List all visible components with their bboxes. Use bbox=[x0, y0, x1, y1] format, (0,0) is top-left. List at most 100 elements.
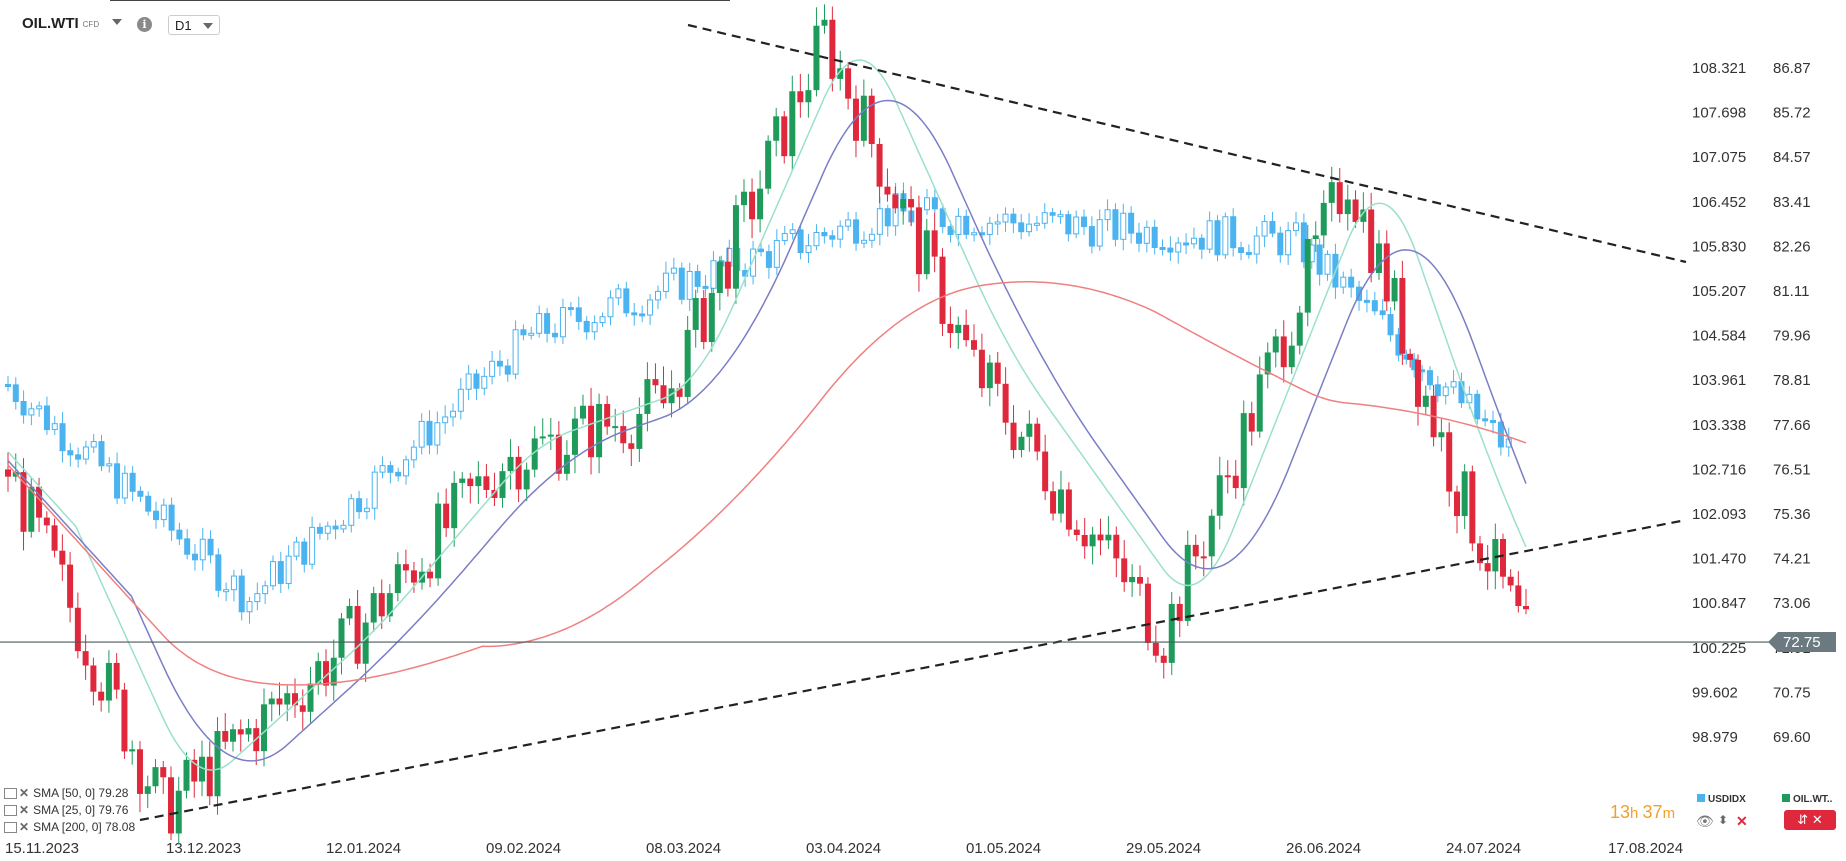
oil-candle bbox=[660, 385, 667, 404]
usdidx-candle bbox=[821, 232, 828, 237]
oil-candle bbox=[652, 379, 659, 386]
info-icon[interactable]: i bbox=[137, 17, 152, 32]
x-tick-label: 03.04.2024 bbox=[806, 840, 881, 857]
usdidx-candle bbox=[1190, 237, 1197, 245]
usdidx-candle bbox=[710, 260, 717, 289]
oil-candle bbox=[515, 456, 522, 490]
usdidx-candle bbox=[449, 410, 456, 418]
oil-candle bbox=[947, 323, 954, 334]
oil-candle bbox=[868, 95, 875, 145]
oil-candle bbox=[90, 665, 97, 692]
oil-candle bbox=[230, 729, 236, 742]
oil-candle bbox=[175, 790, 182, 834]
usdidx-candle bbox=[829, 235, 836, 240]
candle-settings-icon[interactable]: ⇵ bbox=[1797, 812, 1809, 827]
oil-candle bbox=[346, 606, 353, 619]
symbol-label[interactable]: OIL.WTI CFD bbox=[22, 15, 100, 32]
y-tick-label-left: 100.225 bbox=[1692, 640, 1746, 657]
usdidx-candle bbox=[418, 420, 425, 448]
usdidx-legend[interactable]: USDIDX bbox=[1697, 794, 1746, 805]
y-tick-label-left: 102.716 bbox=[1692, 461, 1746, 478]
oil-candle bbox=[876, 144, 883, 187]
oil-candle bbox=[860, 95, 867, 141]
oil-candle bbox=[222, 731, 229, 742]
usdidx-candle bbox=[1269, 220, 1276, 234]
oil-candle bbox=[797, 91, 804, 103]
oil-candle bbox=[1477, 543, 1483, 564]
y-tick-label-left: 107.075 bbox=[1692, 149, 1746, 166]
usdidx-candle bbox=[868, 233, 875, 241]
oil-candle bbox=[994, 362, 1001, 384]
close-icon[interactable]: ✕ bbox=[1811, 812, 1823, 827]
y-tick-label-left: 107.698 bbox=[1692, 105, 1746, 122]
usdidx-candle bbox=[293, 541, 300, 557]
y-tick-label-left: 99.602 bbox=[1692, 684, 1738, 701]
close-icon[interactable]: ✕ bbox=[19, 803, 30, 817]
usdidx-candle bbox=[512, 329, 519, 375]
oil-candle bbox=[451, 482, 458, 529]
usdidx-candle bbox=[481, 375, 488, 389]
legend-sma200[interactable]: ✕ SMA [200, 0] 78.08 bbox=[4, 820, 135, 834]
usdidx-candle bbox=[1426, 370, 1433, 386]
oil-candle bbox=[821, 19, 828, 26]
usdidx-candle bbox=[552, 332, 559, 338]
usdidx-candle bbox=[473, 373, 480, 389]
close-icon[interactable]: ✕ bbox=[1736, 813, 1748, 829]
usdidx-candle bbox=[765, 251, 772, 268]
oil-candle bbox=[168, 777, 174, 834]
y-tick-label-right: 75.36 bbox=[1773, 506, 1811, 523]
usdidx-candle bbox=[137, 490, 144, 497]
legend-sma50[interactable]: ✕ SMA [50, 0] 79.28 bbox=[4, 786, 128, 800]
move-updown-icon[interactable]: ⬍ bbox=[1718, 813, 1729, 827]
settings-icon[interactable] bbox=[4, 788, 17, 800]
oil-candle bbox=[459, 478, 466, 483]
usdidx-candle bbox=[1018, 222, 1025, 233]
usdidx-candle bbox=[623, 288, 630, 314]
chevron-down-icon[interactable] bbox=[112, 19, 122, 25]
y-tick-label-left: 98.979 bbox=[1692, 729, 1738, 746]
y-tick-label-left: 101.470 bbox=[1692, 551, 1746, 568]
legend-sma25[interactable]: ✕ SMA [25, 0] 79.76 bbox=[4, 803, 128, 817]
usdidx-candle bbox=[1175, 242, 1182, 253]
oil-candle bbox=[394, 564, 401, 594]
oil-candle bbox=[491, 489, 498, 498]
usdidx-candle bbox=[1348, 276, 1355, 288]
usdidx-candle bbox=[176, 529, 183, 540]
oil-candle bbox=[74, 607, 81, 652]
y-tick-label-right: 79.96 bbox=[1773, 328, 1811, 345]
oil-candle bbox=[1399, 277, 1406, 354]
eye-icon[interactable]: 👁 bbox=[1696, 813, 1714, 829]
usdidx-candle bbox=[773, 240, 780, 268]
oil-candle bbox=[245, 728, 252, 735]
oilwti-series-controls[interactable]: ⇵ ✕ bbox=[1784, 810, 1836, 830]
timeframe-select[interactable]: D1 bbox=[168, 15, 220, 35]
oil-candle bbox=[781, 116, 788, 157]
usdidx-candle bbox=[1293, 222, 1299, 232]
close-icon[interactable]: ✕ bbox=[19, 820, 30, 834]
usdidx-candle bbox=[340, 524, 347, 530]
usdidx-candle bbox=[121, 472, 128, 499]
oil-candle bbox=[410, 570, 417, 583]
oil-candle bbox=[378, 593, 385, 617]
settings-icon[interactable] bbox=[4, 822, 17, 834]
oil-candle bbox=[1461, 471, 1468, 517]
lower-trendline bbox=[139, 518, 1687, 822]
close-icon[interactable]: ✕ bbox=[19, 786, 30, 800]
oil-candle bbox=[427, 571, 434, 579]
usdidx-candle bbox=[356, 498, 363, 513]
oil-candle bbox=[612, 426, 619, 429]
oil-candle bbox=[571, 418, 578, 455]
usdidx-candle bbox=[75, 454, 82, 460]
usdidx-candle bbox=[1434, 384, 1441, 397]
oil-candle bbox=[749, 191, 756, 220]
oil-candle bbox=[1248, 413, 1255, 432]
y-tick-label-left: 108.321 bbox=[1692, 60, 1746, 77]
oil-candle bbox=[1137, 577, 1144, 584]
usdidx-candle bbox=[426, 420, 433, 446]
usdidx-candle bbox=[1081, 216, 1088, 228]
oil-candle bbox=[1304, 238, 1311, 313]
oil-candle bbox=[1414, 359, 1421, 407]
oilwti-legend[interactable]: OIL.WT.. bbox=[1782, 794, 1832, 805]
settings-icon[interactable] bbox=[4, 805, 17, 817]
